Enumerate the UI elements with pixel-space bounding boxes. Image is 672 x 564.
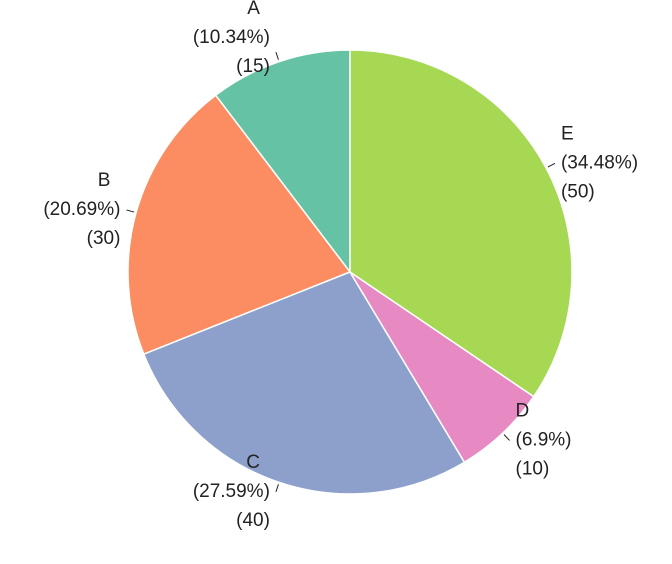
value-label: (10) — [516, 458, 550, 479]
slice-label: C — [246, 452, 260, 473]
percent-label: (20.69%) — [43, 199, 120, 220]
value-label: (15) — [236, 56, 270, 77]
label-tick — [126, 209, 135, 213]
slice-label: E — [561, 123, 574, 144]
pie-slice — [349, 49, 573, 398]
label-tick — [275, 51, 279, 60]
slice-label: B — [98, 170, 111, 191]
slice-label: D — [516, 400, 530, 421]
pie-slice — [127, 94, 352, 356]
label-tick — [503, 434, 510, 441]
value-label: (40) — [236, 510, 270, 531]
percent-label: (27.59%) — [193, 481, 270, 502]
percent-label: (10.34%) — [193, 27, 270, 48]
pie-slice — [142, 271, 466, 495]
pie-slice — [214, 49, 351, 275]
percent-label: (34.48%) — [561, 152, 638, 173]
label-tick — [547, 162, 556, 168]
value-label: (50) — [561, 181, 595, 202]
label-tick — [275, 484, 279, 493]
value-label: (30) — [87, 228, 121, 249]
percent-label: (6.9%) — [516, 429, 572, 450]
slice-label: A — [247, 0, 260, 19]
